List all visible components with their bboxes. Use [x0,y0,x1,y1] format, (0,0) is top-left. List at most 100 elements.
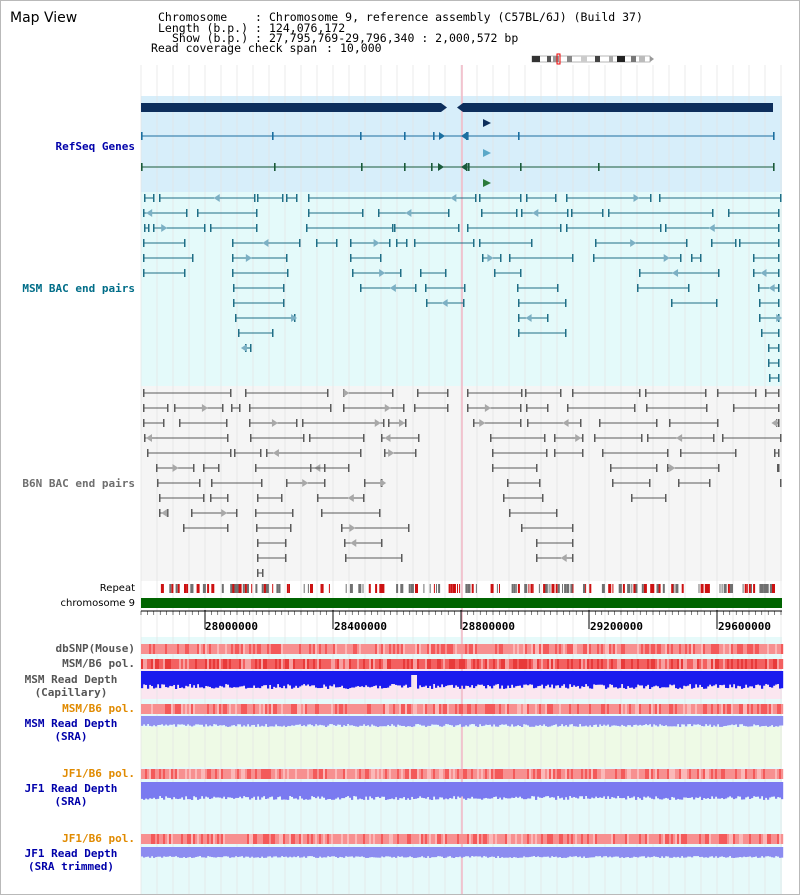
depth-bar [419,847,422,858]
heat-cell [683,644,686,654]
depth-bar [189,782,192,800]
heat-cell [569,704,572,714]
depth-bar [433,782,436,797]
depth-bar [525,716,528,725]
heat-cell [295,769,298,779]
depth-bar [465,847,468,857]
heat-cell [525,834,528,844]
heat-cell [247,769,250,779]
bac-end [226,419,228,427]
bac-end [688,284,690,292]
bac-end [143,404,145,412]
depth-bar [699,847,702,858]
heat-cell [587,644,590,654]
depth-bar [739,782,742,797]
chromosome-ideogram[interactable] [529,53,659,65]
heat-cell [395,769,398,779]
depth-bar [233,671,236,688]
depth-bar [747,782,750,797]
heat-cell [455,769,458,779]
heat-cell [729,704,732,714]
depth-bar [653,716,656,725]
heat-cell [715,644,718,654]
depth-bar [291,716,294,726]
heat-cell [219,834,222,844]
depth-bar [589,671,592,689]
depth-bar [289,847,292,857]
heat-cell [737,659,740,669]
depth-bar [197,716,200,725]
heat-cell [185,704,188,714]
heat-cell [303,659,306,669]
heat-cell [231,769,234,779]
bac-end [778,404,780,412]
heat-cell [513,644,516,654]
depth-bar [631,782,634,798]
bac-end [420,269,422,277]
heat-cell [599,704,602,714]
depth-bar [159,671,162,689]
depth-bar [229,847,232,858]
track-label-b6n-bac[interactable]: B6N BAC end pairs [22,477,135,490]
heat-cell [717,659,720,669]
heat-cell [541,659,544,669]
depth-bar [641,671,644,686]
bac-end [526,194,528,202]
heat-cell [637,644,640,654]
heat-cell [681,769,684,779]
heat-cell [331,834,334,844]
heat-cell [259,769,262,779]
depth-bar [735,782,738,799]
depth-bar [573,716,576,727]
depth-bar [425,847,428,858]
depth-bar [535,671,538,688]
heat-cell [249,769,252,779]
depth-bar [169,716,172,725]
depth-bar [779,782,782,798]
bac-end [260,449,262,457]
heat-cell [237,704,240,714]
depth-bar [689,847,692,857]
bac-end [156,464,158,472]
heat-cell [577,659,580,669]
heat-cell [331,704,334,714]
heat-cell [557,834,560,844]
depth-bar [247,671,250,688]
depth-bar [315,671,318,688]
heat-cell [487,834,490,844]
heat-cell [499,644,502,654]
depth-bar [347,782,350,797]
bac-end [467,389,469,397]
heat-cell [341,704,344,714]
track-label-refseq-genes[interactable]: RefSeq Genes [55,140,135,153]
depth-bar [541,716,544,726]
heat-cell [635,769,638,779]
depth-bar [175,671,178,689]
heat-cell [211,644,214,654]
heat-cell [657,644,660,654]
heat-cell [269,659,272,669]
depth-bar [493,847,496,857]
depth-bar [201,782,204,797]
heat-cell [553,659,556,669]
bac-end [735,449,737,457]
heat-cell [225,834,228,844]
depth-bar [395,847,398,858]
heat-cell [151,769,154,779]
depth-bar [395,671,398,685]
depth-bar [731,847,734,858]
heat-cell [427,644,430,654]
depth-bar [391,716,394,725]
track-label-msm-bac[interactable]: MSM BAC end pairs [22,282,135,295]
repeat-element [622,584,625,593]
depth-bar [543,782,546,798]
heat-cell [495,704,498,714]
depth-bar [619,716,622,727]
depth-bar [277,847,280,858]
bac-end [582,434,584,442]
repeat-element [547,584,549,593]
heat-cell [641,834,644,844]
depth-bar [171,782,174,800]
heat-cell [239,769,242,779]
